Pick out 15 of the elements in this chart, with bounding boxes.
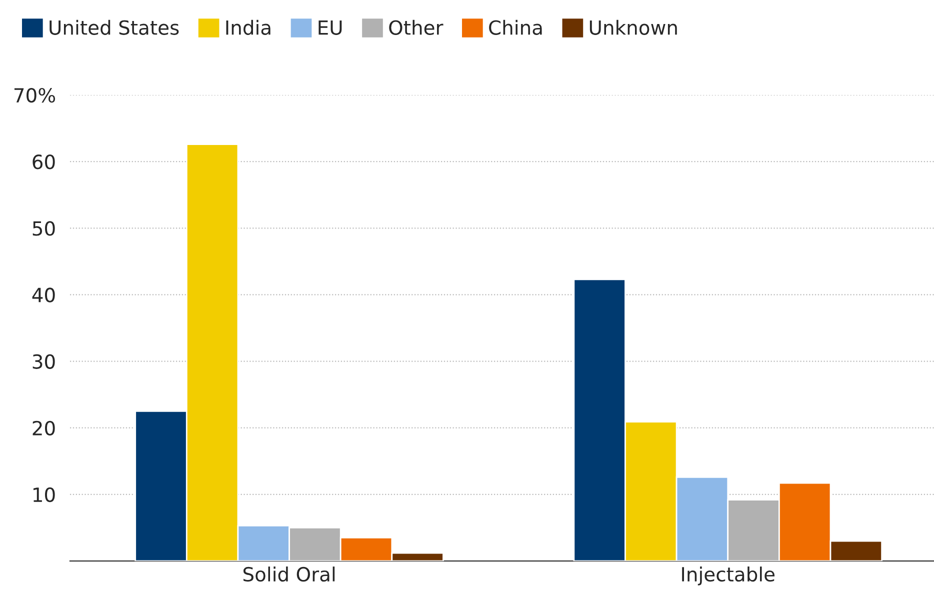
legend-label: Other	[389, 20, 444, 35]
y-tick-label: 30	[32, 354, 55, 369]
y-tick-label: 10	[34, 487, 55, 502]
x-tick-label: Injectable	[682, 566, 775, 586]
legend-label: Unknown	[590, 20, 677, 35]
y-tick-label: 20	[32, 420, 55, 436]
legend-label: United States	[50, 20, 179, 35]
legend-label: China	[489, 20, 542, 35]
y-tick-label: 60	[32, 154, 55, 170]
y-tick-label: 50	[32, 221, 55, 236]
y-tick-label: 40	[32, 288, 55, 302]
y-tick-label: 70%	[14, 88, 56, 103]
legend-label: India	[226, 20, 270, 35]
x-tick-label: Solid Oral	[243, 566, 335, 582]
legend-label: EU	[318, 20, 342, 35]
